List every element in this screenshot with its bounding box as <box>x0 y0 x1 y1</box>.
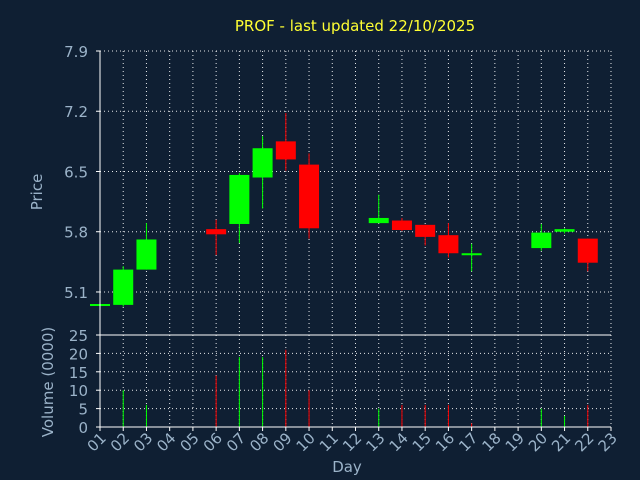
price-candles <box>90 112 598 307</box>
volume-tick-label: 5 <box>78 401 88 419</box>
chart-title: PROF - last updated 22/10/2025 <box>235 17 475 35</box>
price-tick-label: 7.9 <box>64 43 88 61</box>
candle-body <box>554 229 575 232</box>
candle-body <box>531 232 552 249</box>
price-tick-label: 5.1 <box>64 284 88 302</box>
price-tick-labels: 5.1 5.8 6.5 7.2 7.9 <box>64 43 100 302</box>
volume-bars <box>122 349 589 427</box>
x-tick-labels: 0102030405060708091011121314151617181920… <box>84 427 621 455</box>
candle-body <box>252 148 273 178</box>
x-axis-title: Day <box>332 458 362 476</box>
candle-body <box>206 229 227 235</box>
volume-tick-label: 20 <box>69 345 88 363</box>
volume-tick-label: 15 <box>69 364 88 382</box>
price-tick-label: 5.8 <box>64 224 88 242</box>
candle-body <box>368 217 389 224</box>
candle-body <box>577 238 598 263</box>
price-axis-title: Price <box>28 174 46 211</box>
volume-tick-label: 25 <box>69 327 88 345</box>
candle-body <box>391 220 412 231</box>
candle-body <box>461 253 482 256</box>
candle-body <box>438 235 459 254</box>
volume-tick-label: 10 <box>69 382 88 400</box>
price-tick-label: 7.2 <box>64 103 88 121</box>
candle-body <box>415 224 436 237</box>
volume-axis-title: Volume (0000) <box>39 327 57 437</box>
price-tick-label: 6.5 <box>64 163 88 181</box>
candle-body <box>229 174 250 224</box>
volume-tick-label: 0 <box>78 419 88 437</box>
candle-body <box>299 164 320 229</box>
candle-body <box>113 269 134 305</box>
candle-body <box>275 141 296 160</box>
candle-body <box>136 239 157 270</box>
